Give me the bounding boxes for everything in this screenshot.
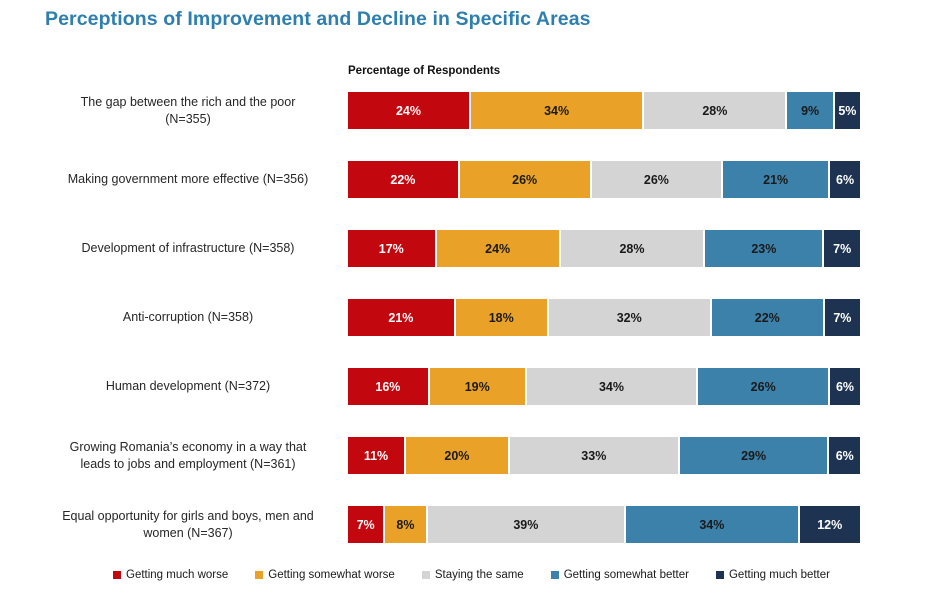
chart-row: Growing Romania’s economy in a way that l… bbox=[0, 421, 943, 490]
legend-label: Staying the same bbox=[434, 569, 524, 581]
bar-segment-getting-somewhat-worse: 18% bbox=[455, 299, 547, 336]
chart-row: Anti-corruption (N=358) 21% 18% 32% 22% 7% bbox=[0, 283, 943, 352]
legend-item-staying-the-same: Staying the same bbox=[421, 569, 524, 581]
legend-swatch-getting-somewhat-worse bbox=[255, 571, 264, 579]
axis-title: Percentage of Respondents bbox=[348, 65, 501, 77]
bar-segment-getting-somewhat-better: 22% bbox=[711, 299, 823, 336]
legend-item-getting-somewhat-worse: Getting somewhat worse bbox=[255, 569, 395, 581]
legend-swatch-getting-much-worse bbox=[113, 571, 121, 579]
stacked-bar: 11% 20% 33% 29% 6% bbox=[348, 437, 860, 474]
chart-row: Making government more effective (N=356)… bbox=[0, 145, 943, 214]
stacked-bar: 16% 19% 34% 26% 6% bbox=[348, 368, 860, 405]
stacked-bar-chart: The gap between the rich and the poor (N=… bbox=[0, 76, 943, 559]
legend-label: Getting much worse bbox=[126, 569, 229, 581]
bar-segment-getting-much-better: 7% bbox=[824, 299, 860, 336]
category-label: Development of infrastructure (N=358) bbox=[81, 241, 295, 256]
bar-segment-staying-the-same: 32% bbox=[548, 299, 710, 336]
chart-row: The gap between the rich and the poor (N=… bbox=[0, 76, 943, 145]
chart-row: Human development (N=372) 16% 19% 34% 26% 6% bbox=[0, 352, 943, 421]
bar-segment-getting-much-worse: 16% bbox=[348, 368, 428, 405]
category-label: Making government more effective (N=356) bbox=[67, 172, 309, 187]
legend-item-getting-much-better: Getting much better bbox=[715, 569, 830, 581]
legend-item-getting-somewhat-better: Getting somewhat better bbox=[550, 569, 689, 581]
bar-segment-staying-the-same: 26% bbox=[591, 161, 722, 198]
chart-title: Perceptions of Improvement and Decline i… bbox=[45, 8, 591, 30]
bar-segment-staying-the-same: 28% bbox=[644, 92, 786, 129]
bar-segment-getting-somewhat-worse: 24% bbox=[436, 230, 559, 267]
bar-segment-getting-somewhat-better: 23% bbox=[705, 230, 823, 267]
stacked-bar: 17% 24% 28% 23% 7% bbox=[348, 230, 861, 267]
bar-segment-getting-much-worse: 11% bbox=[348, 437, 404, 474]
bar-segment-getting-much-worse: 24% bbox=[348, 92, 469, 129]
bar-segment-getting-somewhat-better: 26% bbox=[698, 368, 829, 405]
stacked-bar: 21% 18% 32% 22% 7% bbox=[348, 299, 860, 336]
legend-swatch-getting-somewhat-better bbox=[550, 571, 559, 579]
bar-segment-getting-much-better: 5% bbox=[834, 92, 860, 129]
legend-swatch-staying-the-same bbox=[421, 571, 430, 579]
bar-segment-getting-much-worse: 21% bbox=[348, 299, 454, 336]
bar-segment-getting-much-better: 6% bbox=[829, 437, 860, 474]
legend-item-getting-much-worse: Getting much worse bbox=[113, 569, 228, 581]
bar-segment-staying-the-same: 28% bbox=[560, 230, 704, 267]
legend-label: Getting somewhat better bbox=[563, 569, 689, 581]
category-label: Human development (N=372) bbox=[105, 379, 271, 394]
legend-label: Getting somewhat worse bbox=[268, 569, 395, 581]
bar-segment-getting-much-worse: 22% bbox=[348, 161, 458, 198]
bar-segment-getting-somewhat-better: 9% bbox=[787, 92, 833, 129]
bar-segment-getting-much-worse: 7% bbox=[348, 506, 384, 543]
category-label: The gap between the rich and the poor (N=… bbox=[80, 94, 296, 126]
bar-segment-getting-much-better: 6% bbox=[830, 161, 861, 198]
bar-segment-getting-somewhat-better: 34% bbox=[626, 506, 798, 543]
bar-segment-getting-somewhat-worse: 8% bbox=[385, 506, 426, 543]
bar-segment-getting-somewhat-better: 29% bbox=[679, 437, 828, 474]
category-label: Growing Romania’s economy in a way that l… bbox=[69, 439, 307, 471]
bar-segment-staying-the-same: 33% bbox=[509, 437, 678, 474]
bar-segment-getting-somewhat-worse: 34% bbox=[470, 92, 643, 129]
bar-segment-getting-much-better: 6% bbox=[830, 368, 860, 405]
chart-row: Equal opportunity for girls and boys, me… bbox=[0, 490, 943, 559]
bar-segment-getting-much-better: 12% bbox=[799, 506, 860, 543]
legend: Getting much worse Getting somewhat worse… bbox=[0, 569, 943, 581]
stacked-bar: 22% 26% 26% 21% 6% bbox=[348, 161, 861, 198]
bar-segment-getting-somewhat-worse: 19% bbox=[429, 368, 525, 405]
bar-segment-staying-the-same: 34% bbox=[526, 368, 697, 405]
bar-segment-getting-much-better: 7% bbox=[824, 230, 861, 267]
stacked-bar: 24% 34% 28% 9% 5% bbox=[348, 92, 860, 129]
chart-row: Development of infrastructure (N=358) 17%… bbox=[0, 214, 943, 283]
category-label: Equal opportunity for girls and boys, me… bbox=[62, 508, 314, 540]
bar-segment-getting-somewhat-better: 21% bbox=[723, 161, 829, 198]
bar-segment-getting-somewhat-worse: 26% bbox=[459, 161, 590, 198]
bar-segment-staying-the-same: 39% bbox=[427, 506, 625, 543]
bar-segment-getting-somewhat-worse: 20% bbox=[406, 437, 508, 474]
legend-label: Getting much better bbox=[728, 569, 830, 581]
bar-segment-getting-much-worse: 17% bbox=[348, 230, 435, 267]
category-label: Anti-corruption (N=358) bbox=[122, 310, 254, 325]
legend-swatch-getting-much-better bbox=[715, 571, 724, 579]
stacked-bar: 7% 8% 39% 34% 12% bbox=[348, 506, 860, 543]
